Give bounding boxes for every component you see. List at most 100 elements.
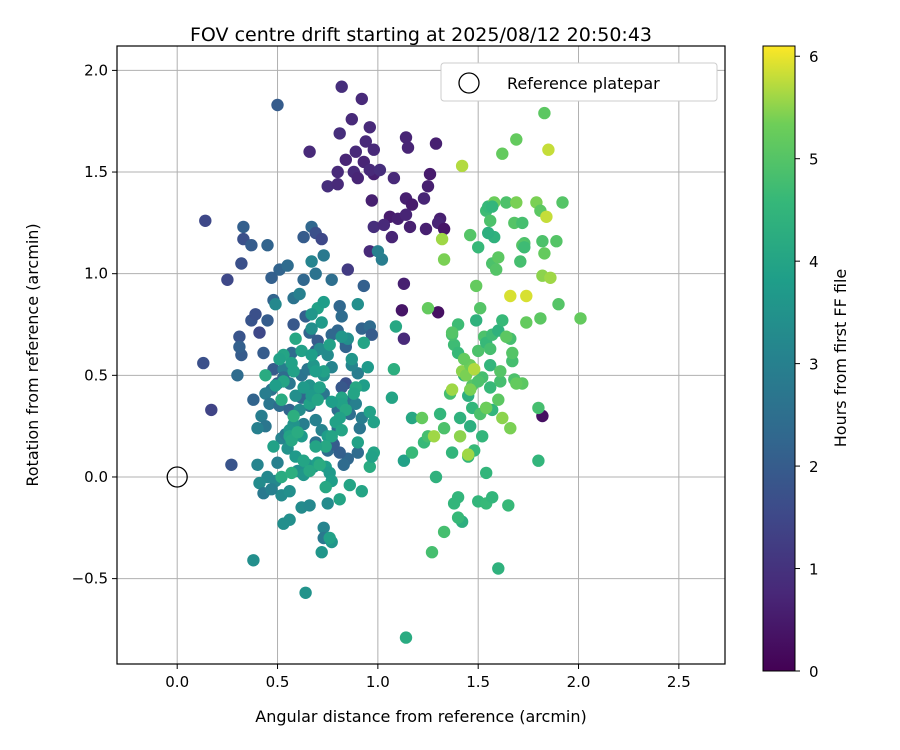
data-point (335, 310, 348, 323)
data-point (199, 214, 212, 227)
data-point (285, 466, 298, 480)
data-point (249, 308, 262, 321)
data-point (504, 422, 517, 435)
data-point (253, 326, 266, 339)
data-point (447, 497, 461, 510)
data-point (351, 171, 364, 185)
data-point (323, 531, 336, 545)
x-axis-label: Angular distance from reference (arcmin) (255, 707, 586, 726)
data-point (480, 401, 493, 415)
data-point (453, 430, 467, 443)
data-point (389, 320, 403, 333)
data-point (445, 326, 459, 339)
data-point (437, 253, 451, 266)
data-point (275, 470, 288, 484)
y-tick-label: 2.0 (84, 61, 108, 79)
data-point (205, 403, 218, 417)
data-point (536, 235, 549, 248)
data-point (341, 263, 354, 276)
data-point (299, 586, 312, 599)
plot-frame (116, 45, 726, 665)
data-point (347, 387, 360, 400)
colorbar-tick-label: 3 (809, 356, 819, 374)
data-point (435, 232, 449, 246)
data-point (349, 145, 362, 158)
data-point (233, 330, 246, 343)
data-point (371, 245, 385, 258)
data-point (484, 342, 497, 356)
data-point (397, 454, 411, 467)
data-point (421, 302, 435, 315)
data-point (295, 344, 308, 358)
colorbar-tick-label: 0 (809, 663, 819, 681)
colorbar-tick-label: 4 (809, 253, 819, 271)
data-point (359, 135, 372, 148)
data-point (305, 308, 318, 321)
data-point (401, 141, 415, 154)
data-point (472, 241, 485, 254)
data-point (532, 401, 545, 415)
data-point (433, 407, 447, 421)
data-point (484, 359, 497, 372)
data-point (550, 235, 563, 248)
data-point (245, 239, 258, 252)
data-point (445, 446, 459, 459)
data-point (387, 363, 401, 376)
data-point (333, 411, 346, 425)
data-point (337, 458, 350, 471)
data-point (343, 478, 356, 492)
data-point (287, 318, 300, 331)
data-point (397, 277, 411, 290)
data-point (397, 332, 411, 345)
data-point (496, 314, 509, 327)
data-point (484, 381, 497, 394)
data-point (271, 456, 284, 469)
data-point (303, 464, 316, 478)
colorbar: 0 1 2 3 4 5 6 Hours from first FF file (762, 45, 850, 681)
data-point (464, 420, 477, 433)
data-point (309, 440, 322, 453)
data-point (351, 298, 364, 311)
data-point (518, 241, 531, 254)
y-axis-ticks: −0.5 0.0 0.5 1.0 1.5 2.0 (72, 61, 117, 588)
data-point (367, 143, 380, 156)
grid (117, 46, 725, 664)
x-tick-label: 1.5 (466, 673, 490, 691)
data-point (464, 383, 477, 396)
data-point (544, 271, 557, 284)
data-point (445, 383, 459, 396)
data-point (494, 375, 507, 388)
data-point (421, 180, 435, 193)
data-point (335, 330, 348, 343)
data-point (269, 379, 282, 392)
data-point (574, 312, 587, 325)
data-point (367, 415, 380, 429)
data-point (457, 352, 471, 366)
legend-box (440, 62, 718, 102)
x-tick-label: 0.5 (266, 673, 290, 691)
data-point (311, 393, 324, 406)
data-point (297, 381, 310, 394)
data-point (504, 289, 517, 303)
data-point (321, 497, 334, 510)
data-point (317, 295, 330, 309)
data-point (235, 257, 248, 270)
data-point (516, 216, 529, 230)
data-point (437, 525, 451, 539)
data-point (293, 287, 306, 301)
data-point (480, 466, 493, 480)
data-point (502, 499, 515, 512)
data-point (315, 546, 328, 559)
colorbar-label: Hours from first FF file (831, 269, 850, 448)
data-point (305, 348, 318, 362)
x-tick-label: 0.0 (165, 673, 189, 691)
data-point (520, 289, 533, 303)
data-point (451, 511, 465, 524)
data-point (365, 328, 378, 341)
data-point (500, 196, 513, 209)
x-axis-ticks: 0.0 0.5 1.0 1.5 2.0 2.5 (165, 664, 691, 691)
data-point (464, 228, 477, 242)
data-point (259, 369, 272, 382)
data-point (331, 178, 344, 191)
data-point (363, 121, 376, 134)
